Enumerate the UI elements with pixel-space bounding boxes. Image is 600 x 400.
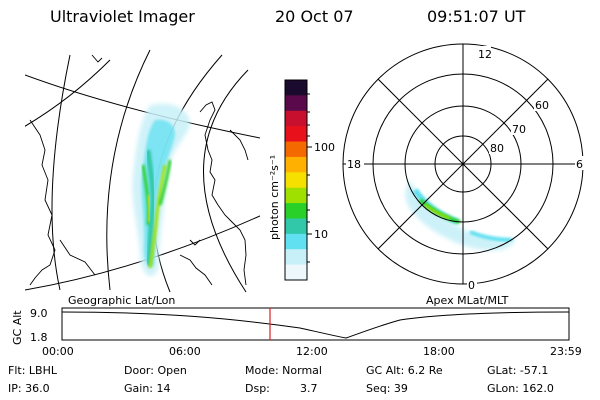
info-glat: GLat: -57.1 <box>487 364 549 377</box>
geographic-map <box>25 49 260 293</box>
timeline-ytick-low: 1.8 <box>30 331 48 344</box>
timeline-xtick-2359: 23:59 <box>550 345 582 358</box>
mlt-label-12: 12 <box>478 48 492 61</box>
mlt-label-18: 18 <box>347 158 361 171</box>
colorbar-segment <box>285 233 307 250</box>
left-panel-caption: Geographic Lat/Lon <box>68 294 176 307</box>
colorbar: 100 10 photon cm⁻²s⁻¹ <box>268 79 335 281</box>
right-panel-caption: Apex MLat/MLT <box>426 294 509 307</box>
colorbar-segment <box>285 218 307 235</box>
timeline-xtick-0600: 06:00 <box>169 345 201 358</box>
colorbar-tick-10: 10 <box>314 228 328 241</box>
aurora-emission-polar <box>405 180 515 251</box>
colorbar-segment <box>285 249 307 266</box>
info-dsp-label: Dsp: <box>245 382 270 395</box>
colorbar-segment <box>285 110 307 127</box>
aurora-emission-geo <box>132 103 190 277</box>
mlt-label-6: 6 <box>576 158 583 171</box>
colorbar-unit-label: photon cm⁻²s⁻¹ <box>268 155 281 240</box>
colorbar-segment <box>285 80 307 96</box>
timeline-y-label: GC Alt <box>11 310 24 345</box>
info-gc-alt: GC Alt: 6.2 Re <box>366 364 443 377</box>
instrument-title: Ultraviolet Imager <box>50 7 195 26</box>
altitude-timeline: GC Alt 9.0 1.8 <box>11 307 570 345</box>
info-door: Door: Open <box>124 364 187 377</box>
colorbar-segment <box>285 141 307 158</box>
colorbar-segment <box>285 95 307 112</box>
coastlines <box>29 54 249 286</box>
info-dsp-value: 3.7 <box>300 382 318 395</box>
mlat-label-60: 60 <box>535 99 549 112</box>
colorbar-segment <box>285 126 307 143</box>
timeline-ytick-high: 9.0 <box>30 307 48 320</box>
info-gain: Gain: 14 <box>124 382 171 395</box>
polar-plot: 12 18 6 0 60 70 80 <box>342 43 585 292</box>
colorbar-segment <box>285 172 307 189</box>
info-seq: Seq: 39 <box>366 382 408 395</box>
info-glon: GLon: 162.0 <box>487 382 554 395</box>
colorbar-segment <box>285 187 307 204</box>
info-filter: Flt: LBHL <box>8 364 57 377</box>
colorbar-tick-100: 100 <box>314 141 335 154</box>
mlat-label-70: 70 <box>512 123 526 136</box>
timeline-xtick-0000: 00:00 <box>42 345 74 358</box>
colorbar-segment <box>285 264 307 281</box>
image-time: 09:51:07 UT <box>427 7 526 26</box>
info-ip: IP: 36.0 <box>8 382 50 395</box>
colorbar-segment <box>285 156 307 173</box>
mlat-label-80: 80 <box>490 142 504 155</box>
colorbar-segment <box>285 203 307 219</box>
info-mode: Mode: Normal <box>245 364 322 377</box>
mlt-label-0: 0 <box>468 279 475 292</box>
image-date: 20 Oct 07 <box>275 7 354 26</box>
timeline-xtick-1800: 18:00 <box>423 345 455 358</box>
timeline-xtick-1200: 12:00 <box>296 345 328 358</box>
